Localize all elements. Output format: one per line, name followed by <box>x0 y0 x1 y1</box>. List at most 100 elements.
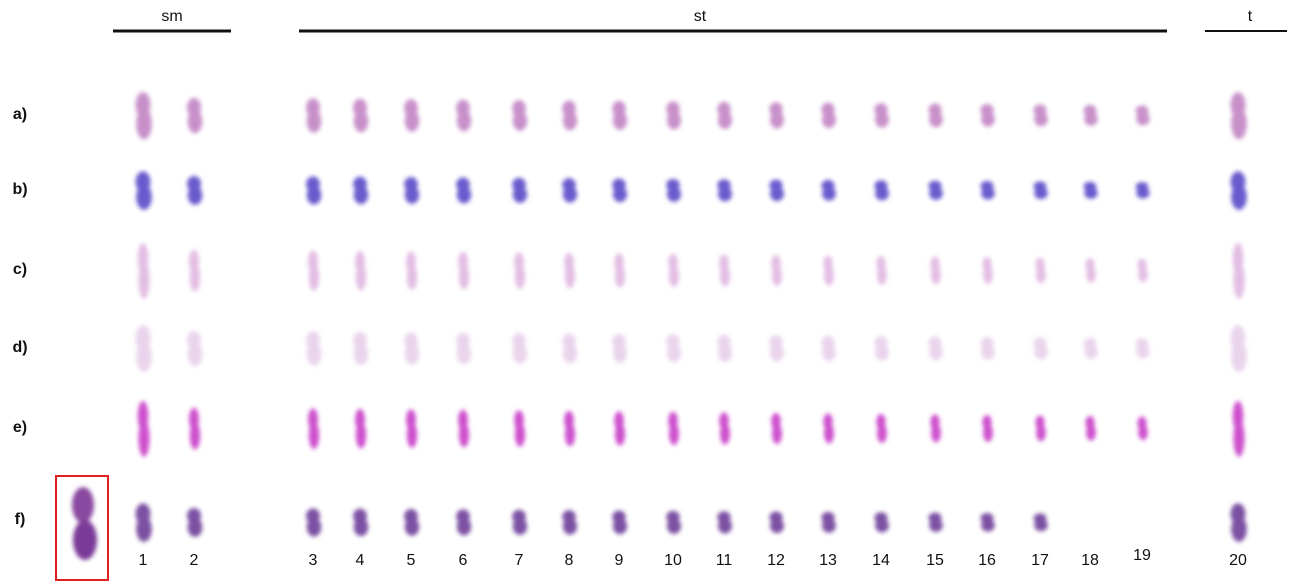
row-label: c) <box>13 261 27 278</box>
column-number: 2 <box>190 552 199 569</box>
chromosome <box>875 111 889 127</box>
chromosome <box>1136 188 1149 199</box>
chromosome <box>563 343 577 363</box>
chromosome <box>309 422 319 449</box>
chromosome <box>307 186 322 205</box>
chromosome <box>354 186 368 204</box>
chromosome <box>307 518 322 537</box>
chromosome <box>822 187 836 201</box>
chromosome <box>565 265 575 289</box>
chromosome <box>407 264 417 290</box>
column-number: 13 <box>819 552 837 569</box>
column-number: 18 <box>1081 552 1099 569</box>
chromosome <box>877 424 887 443</box>
chromosome <box>667 344 681 363</box>
chromosome <box>875 187 889 200</box>
chromosome <box>1084 112 1097 126</box>
chromosome <box>613 518 627 534</box>
chromosome <box>405 186 419 204</box>
chromosome <box>188 518 203 537</box>
column-number: 7 <box>515 552 524 569</box>
chromosome <box>563 518 577 534</box>
chromosome <box>877 266 887 285</box>
chromosome <box>770 519 784 533</box>
group-label: sm <box>161 8 182 25</box>
chromosome <box>457 186 471 203</box>
chromosome <box>513 186 527 203</box>
group-label: st <box>694 8 707 25</box>
chromosome <box>1036 266 1046 283</box>
chromosome <box>356 422 366 448</box>
chromosome <box>354 518 368 536</box>
chromosome <box>1086 424 1096 440</box>
row-label: d) <box>12 339 27 356</box>
chromosome <box>307 343 322 366</box>
karyotype-figure: sm st t a)b)c)d)e)f)12345678910111213141… <box>0 0 1291 582</box>
chromosome <box>354 343 368 365</box>
row-label: b) <box>12 181 27 198</box>
column-number: 9 <box>615 552 624 569</box>
chromosome <box>772 265 782 286</box>
chromosome <box>770 344 784 362</box>
chromosome <box>615 423 625 446</box>
column-number: 15 <box>926 552 944 569</box>
chromosome <box>981 112 995 127</box>
chromosome <box>983 266 993 284</box>
chromosome <box>188 110 203 134</box>
chromosome <box>1034 345 1048 360</box>
chromosome <box>1034 187 1048 199</box>
chromosome <box>513 110 527 131</box>
chromosome <box>929 344 943 360</box>
chromosome <box>1233 420 1244 457</box>
chromosome <box>513 343 527 364</box>
chromosome <box>1084 345 1097 359</box>
chromosome <box>1231 341 1247 372</box>
chromosome <box>307 110 322 133</box>
column-number: 1 <box>139 552 148 569</box>
row-label: e) <box>13 419 27 436</box>
column-number: 5 <box>407 552 416 569</box>
column-number: 6 <box>459 552 468 569</box>
chromosome <box>405 518 419 536</box>
chromosome <box>513 518 527 535</box>
chromosome <box>669 265 679 287</box>
chromosome <box>1233 262 1244 299</box>
chromosome <box>515 264 525 288</box>
chromosome <box>136 184 152 210</box>
chromosome <box>667 111 681 130</box>
column-number: 3 <box>309 552 318 569</box>
chromosome <box>1034 519 1048 531</box>
chromosome <box>615 265 625 288</box>
column-number: 10 <box>664 552 682 569</box>
chromosome <box>613 344 627 363</box>
chromosome <box>613 111 627 130</box>
chromosome <box>718 519 732 534</box>
chromosome <box>667 519 681 534</box>
chromosome <box>459 264 469 289</box>
chromosome <box>563 186 577 202</box>
chromosome <box>667 187 681 202</box>
row-label: f) <box>15 511 26 528</box>
chromosome <box>405 110 419 132</box>
chromosome <box>770 111 784 129</box>
chromosome <box>669 423 679 445</box>
column-number: 4 <box>356 552 365 569</box>
chromosome <box>190 422 200 450</box>
chromosome <box>770 187 784 201</box>
chromosome <box>190 264 200 292</box>
chromosome <box>929 187 943 200</box>
chromosome <box>931 424 941 443</box>
chromosome <box>1034 112 1048 127</box>
chromosome <box>1231 184 1247 210</box>
chromosome <box>822 111 836 128</box>
column-number: 20 <box>1229 552 1247 569</box>
chromosome <box>1086 266 1096 282</box>
chromosome <box>1036 424 1046 441</box>
chromosome <box>138 420 149 457</box>
chromosome <box>188 343 203 367</box>
chromosome <box>136 516 152 542</box>
chromosome <box>931 266 941 285</box>
chromosome <box>720 265 730 286</box>
chromosome <box>457 518 471 535</box>
chromosome <box>718 111 732 129</box>
